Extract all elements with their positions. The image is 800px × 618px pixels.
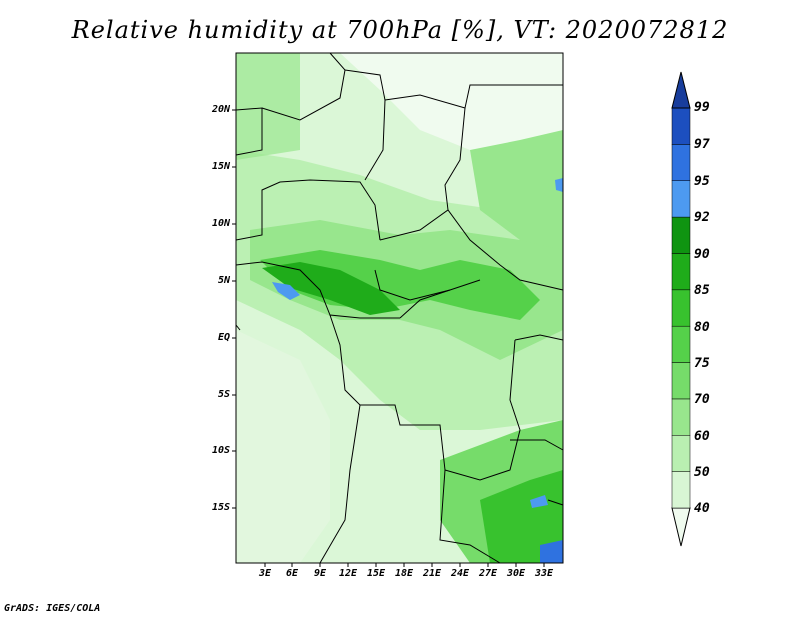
colorbar-segment xyxy=(671,289,691,327)
colorbar-label: 99 xyxy=(694,100,710,115)
lat-label: 15N xyxy=(211,161,230,172)
lat-label: 10S xyxy=(211,445,230,456)
colorbar-label: 60 xyxy=(694,429,710,444)
colorbar-label: 80 xyxy=(694,320,710,335)
colorbar-label: 70 xyxy=(694,392,710,407)
colorbar-segment xyxy=(671,180,691,218)
humidity-field-north xyxy=(236,53,300,160)
humidity-field-95-east xyxy=(555,178,563,192)
lat-label: 5S xyxy=(217,389,230,400)
colorbar-segment xyxy=(671,216,691,254)
lat-label: 15S xyxy=(211,502,230,513)
lon-label: 33E xyxy=(534,568,554,579)
lon-label: 9E xyxy=(313,568,327,579)
humidity-field-95-se xyxy=(540,540,563,563)
lon-label: 6E xyxy=(285,568,299,579)
map-title: Relative humidity at 700hPa [%], VT: 202… xyxy=(71,16,729,44)
lon-label: 15E xyxy=(366,568,386,579)
map-frame xyxy=(235,52,564,564)
map-panel xyxy=(235,52,564,564)
humidity-field-80 xyxy=(260,250,540,320)
colorbar-label: 97 xyxy=(694,137,710,152)
lat-label: EQ xyxy=(217,332,230,343)
lon-label: 21E xyxy=(422,568,442,579)
lon-label: 24E xyxy=(450,568,470,579)
lat-label: 5N xyxy=(217,275,230,286)
lon-label: 27E xyxy=(478,568,498,579)
colorbar-label: 50 xyxy=(694,465,710,480)
humidity-field-95-coast xyxy=(272,282,300,300)
colorbar-label: 75 xyxy=(694,356,710,371)
humidity-field-sw xyxy=(236,330,330,563)
lon-label: 30E xyxy=(506,568,526,579)
lon-label: 18E xyxy=(394,568,414,579)
colorbar xyxy=(671,71,691,547)
axis-ticks xyxy=(232,109,545,567)
colorbar-segment xyxy=(671,398,691,436)
colorbar-segment xyxy=(671,435,691,472)
colorbar-segment xyxy=(671,362,691,400)
colorbar-label: 85 xyxy=(694,283,710,298)
colorbar-label: 95 xyxy=(694,174,710,189)
colorbar-segment xyxy=(671,253,691,291)
colorbar-label: 40 xyxy=(694,501,710,516)
humidity-field-ne xyxy=(470,130,563,250)
humidity-field-se-dark xyxy=(480,470,563,563)
lat-label: 10N xyxy=(211,218,230,229)
colorbar-segment xyxy=(671,507,691,547)
colorbar-segment xyxy=(671,107,691,145)
lon-label: 3E xyxy=(258,568,272,579)
colorbar-segment xyxy=(671,325,691,363)
colorbar-segment xyxy=(671,144,691,181)
grads-credit: GrADS: IGES/COLA xyxy=(4,603,101,614)
humidity-field-90 xyxy=(262,262,400,315)
lat-label: 20N xyxy=(211,104,230,115)
colorbar-segment xyxy=(671,471,691,509)
colorbar-label: 90 xyxy=(694,247,710,262)
colorbar-segment xyxy=(671,71,691,109)
colorbar-label: 92 xyxy=(694,210,710,225)
lon-label: 12E xyxy=(338,568,358,579)
humidity-field-95-lake xyxy=(530,495,548,508)
country-borders xyxy=(235,52,564,564)
